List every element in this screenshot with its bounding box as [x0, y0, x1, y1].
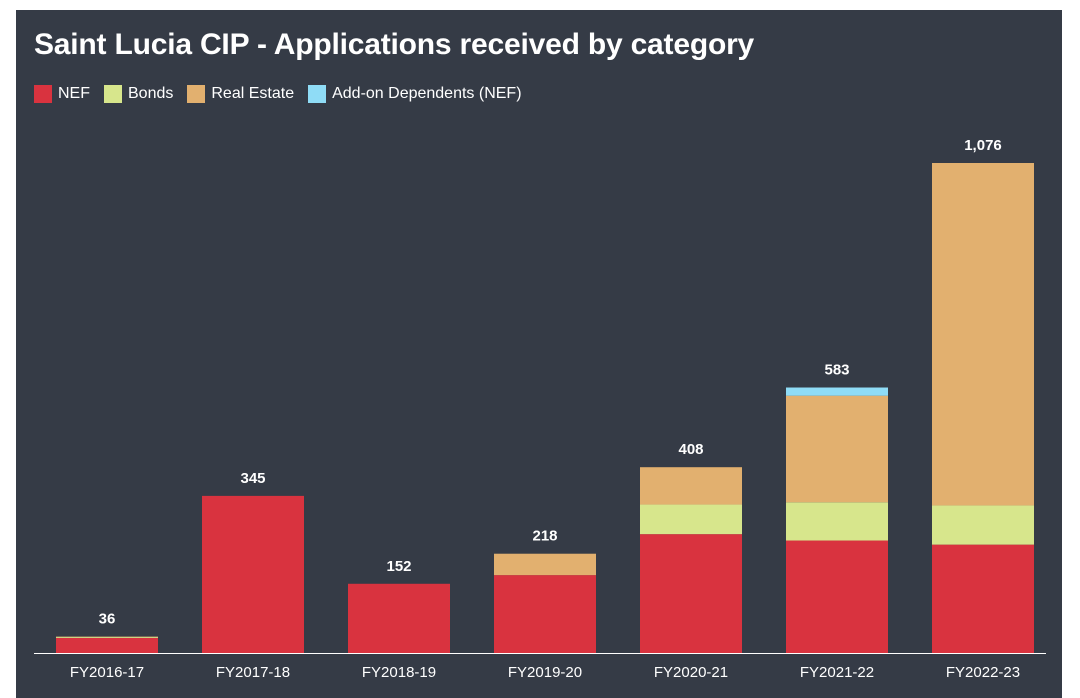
legend-swatch-nef — [34, 85, 52, 103]
bar-fy2021-22-real-estate — [786, 395, 888, 503]
bar-fy2021-22-add-on-dependents-nef — [786, 387, 888, 396]
bar-fy2021-22-bonds — [786, 502, 888, 541]
x-tick-label: FY2018-19 — [362, 664, 436, 681]
x-tick-label: FY2019-20 — [508, 664, 582, 681]
legend-label-real-estate: Real Estate — [211, 85, 295, 102]
plot-area: 36 FY2016-17 345 FY2017-18 152 FY2018-19 218 FY… — [34, 137, 1046, 681]
bar-fy2018-19-nef — [348, 583, 450, 653]
bar-fy2016-17-bonds — [56, 637, 158, 638]
legend-item-real-estate: Real Estate — [187, 85, 294, 103]
chart-panel: Saint Lucia CIP - Applications received … — [16, 10, 1062, 698]
bar-fy2022-23-nef — [932, 544, 1034, 653]
bar-fy2019-20-nef — [494, 575, 596, 653]
bar-fy2020-21-real-estate — [640, 467, 742, 505]
bar-fy2022-23-real-estate — [932, 163, 1034, 506]
chart-title: Saint Lucia CIP - Applications received … — [34, 28, 755, 61]
bar-total-label: 583 — [824, 362, 849, 379]
legend-item-add-on-dependents: Add-on Dependents (NEF) — [308, 85, 522, 103]
bar-total-label: 345 — [240, 470, 265, 487]
bar-fy2022-23-bonds — [932, 505, 1034, 545]
legend-swatch-bonds — [104, 85, 122, 103]
x-tick-label: FY2022-23 — [946, 664, 1020, 681]
x-tick-label: FY2016-17 — [70, 664, 144, 681]
bar-fy2019-20-real-estate — [494, 553, 596, 576]
legend-item-bonds: Bonds — [104, 85, 173, 103]
legend: NEF Bonds Real Estate Add-on Dependents … — [34, 85, 522, 103]
x-tick-label: FY2021-22 — [800, 664, 874, 681]
bar-fy2020-21-bonds — [640, 504, 742, 535]
bar-fy2020-21-nef — [640, 534, 742, 653]
bar-total-label: 1,076 — [964, 137, 1002, 154]
bar-fy2017-18-nef — [202, 495, 304, 653]
legend-label-bonds: Bonds — [128, 85, 174, 102]
bar-fy2016-17-nef — [56, 637, 158, 653]
legend-label-nef: NEF — [58, 85, 90, 102]
legend-item-nef: NEF — [34, 85, 90, 103]
bar-total-label: 36 — [99, 611, 116, 628]
legend-swatch-real-estate — [187, 85, 206, 103]
bar-total-label: 218 — [532, 528, 557, 545]
bar-fy2021-22-nef — [786, 540, 888, 653]
legend-swatch-add-on-dependents — [308, 85, 327, 103]
bar-total-label: 408 — [678, 441, 703, 458]
bar-total-label: 152 — [386, 558, 411, 575]
x-tick-label: FY2020-21 — [654, 664, 728, 681]
x-tick-label: FY2017-18 — [216, 664, 290, 681]
legend-label-add-on-dependents: Add-on Dependents (NEF) — [332, 85, 522, 102]
